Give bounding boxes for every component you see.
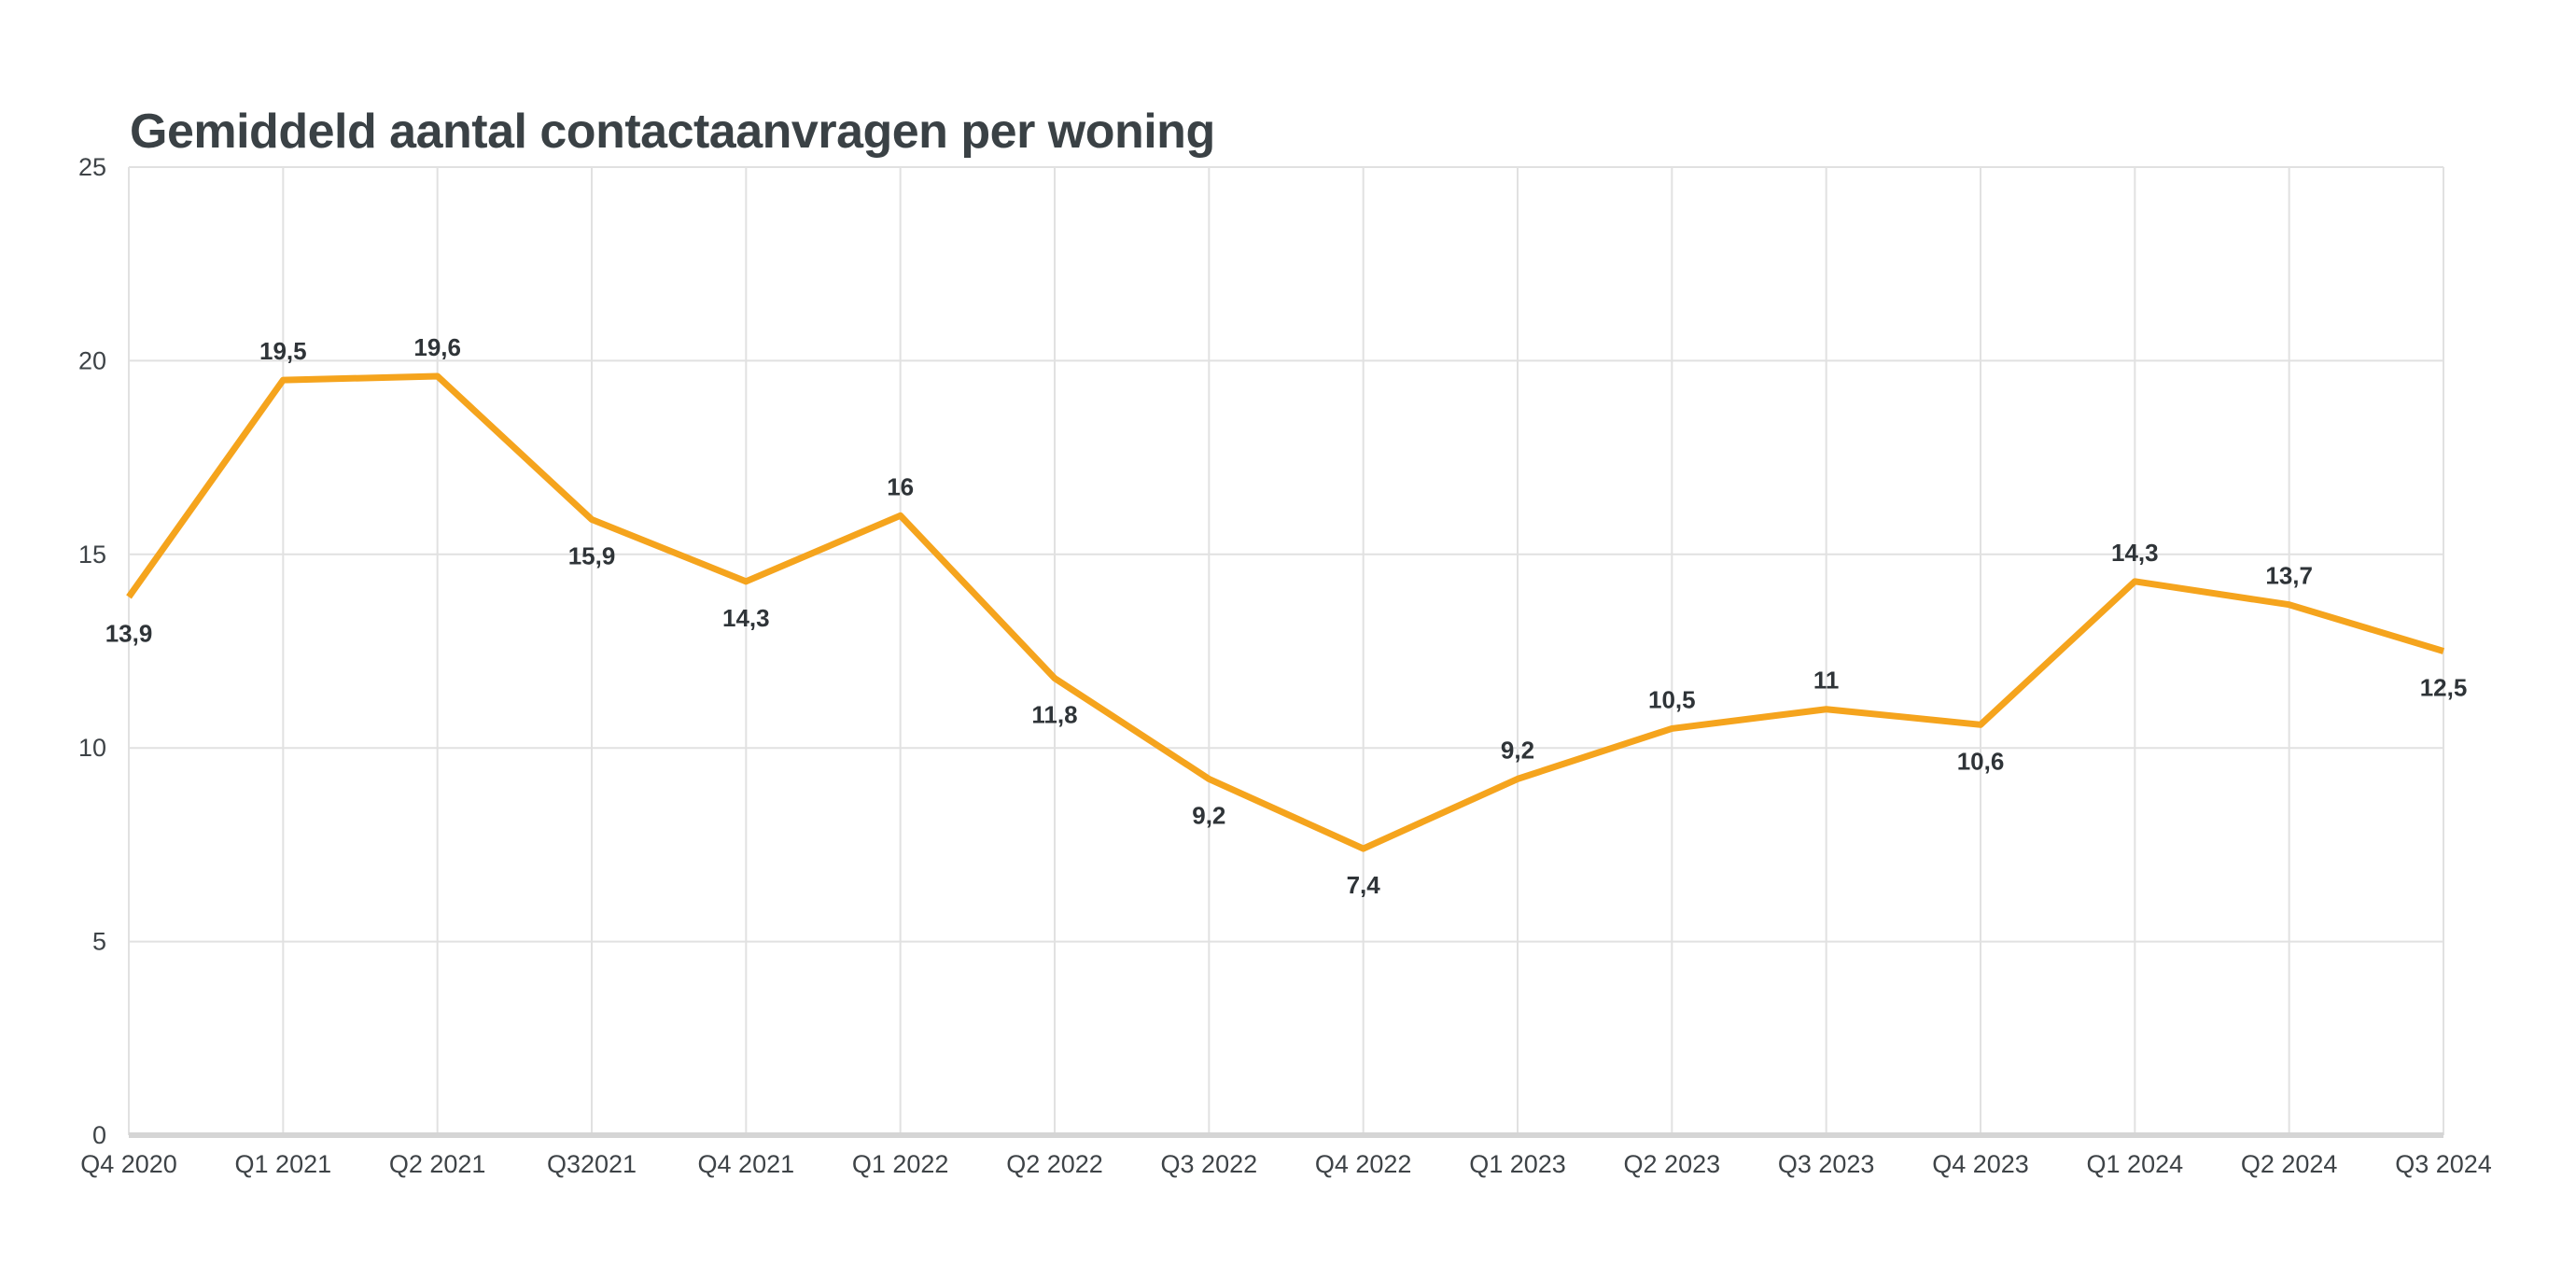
x-axis-category-label: Q4 2022 xyxy=(1315,1150,1412,1178)
x-axis-category-label: Q1 2021 xyxy=(235,1150,332,1178)
data-point-label: 10,5 xyxy=(1648,685,1696,713)
data-point-label: 9,2 xyxy=(1501,736,1534,764)
x-axis-category-label: Q1 2022 xyxy=(852,1150,949,1178)
x-axis-category-label: Q4 2020 xyxy=(80,1150,177,1178)
data-point-label: 11,8 xyxy=(1031,701,1077,729)
x-axis-category-label: Q32021 xyxy=(547,1150,637,1178)
x-axis-category-label: Q4 2023 xyxy=(1932,1150,2029,1178)
x-axis-category-label: Q3 2024 xyxy=(2395,1150,2492,1178)
data-point-label: 13,9 xyxy=(105,619,153,647)
data-point-label: 15,9 xyxy=(568,541,616,569)
data-point-label: 9,2 xyxy=(1192,801,1225,829)
data-point-label: 7,4 xyxy=(1347,871,1381,899)
data-point-label: 13,7 xyxy=(2265,562,2313,590)
data-point-label: 14,3 xyxy=(2111,539,2159,567)
y-axis-tick-label: 25 xyxy=(78,153,106,181)
data-point-label: 16 xyxy=(887,472,914,500)
y-axis-tick-label: 20 xyxy=(78,346,106,374)
x-axis-category-label: Q2 2022 xyxy=(1006,1150,1103,1178)
y-axis-tick-label: 0 xyxy=(92,1121,106,1149)
y-axis-tick-label: 5 xyxy=(92,928,106,956)
data-point-label: 11 xyxy=(1813,667,1840,695)
y-axis-tick-label: 15 xyxy=(78,541,106,569)
x-axis-category-label: Q2 2024 xyxy=(2241,1150,2338,1178)
x-axis-category-label: Q3 2023 xyxy=(1778,1150,1875,1178)
data-point-label: 19,5 xyxy=(259,337,307,365)
x-axis-category-label: Q4 2021 xyxy=(698,1150,795,1178)
x-axis-category-label: Q2 2023 xyxy=(1624,1150,1721,1178)
series-line xyxy=(126,372,2445,852)
chart-title: Gemiddeld aantal contactaanvragen per wo… xyxy=(130,104,1215,159)
x-axis-category-label: Q2 2021 xyxy=(389,1150,486,1178)
data-point-label: 10,6 xyxy=(1957,747,2005,775)
x-axis-category-label: Q3 2022 xyxy=(1161,1150,1258,1178)
x-axis-category-label: Q1 2024 xyxy=(2087,1150,2184,1178)
x-axis-category-label: Q1 2023 xyxy=(1469,1150,1566,1178)
data-point-label: 14,3 xyxy=(722,604,770,632)
y-axis-tick-label: 10 xyxy=(78,734,106,762)
data-point-label: 19,6 xyxy=(413,333,461,361)
data-point-label: 12,5 xyxy=(2420,674,2468,702)
